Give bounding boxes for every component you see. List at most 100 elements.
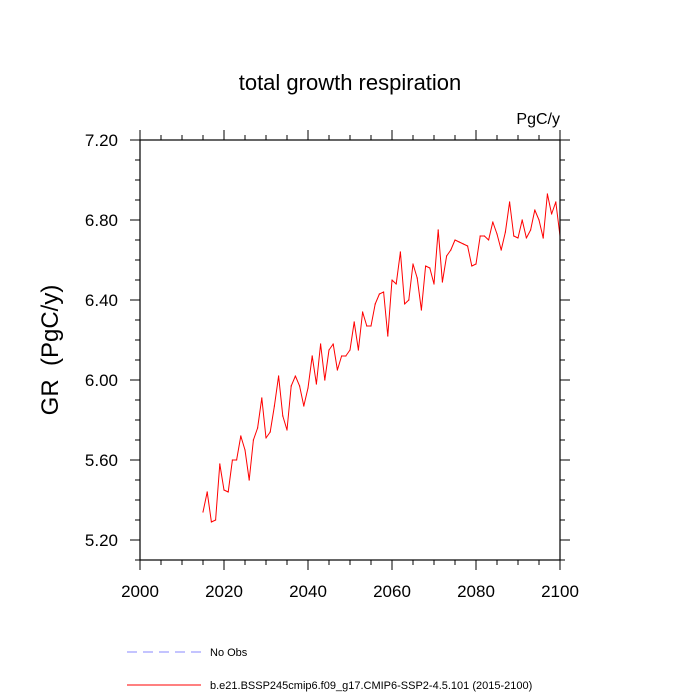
data-point xyxy=(425,265,427,267)
data-point xyxy=(475,263,477,265)
data-point xyxy=(269,431,271,433)
data-point xyxy=(437,229,439,231)
data-point xyxy=(383,291,385,293)
data-point xyxy=(286,429,288,431)
y-tick-label: 7.20 xyxy=(85,131,118,150)
data-point xyxy=(471,265,473,267)
data-point xyxy=(252,439,254,441)
data-point xyxy=(282,415,284,417)
data-point xyxy=(479,235,481,237)
data-point xyxy=(290,385,292,387)
data-point xyxy=(542,237,544,239)
data-point xyxy=(362,311,364,313)
data-point xyxy=(236,459,238,461)
data-point xyxy=(555,201,557,203)
data-point xyxy=(467,245,469,247)
data-point xyxy=(521,219,523,221)
legend-label-series: b.e21.BSSP245cmip6.f09_g17.CMIP6-SSP2-4.… xyxy=(210,680,532,692)
data-point xyxy=(324,379,326,381)
data-point xyxy=(374,303,376,305)
data-point xyxy=(257,427,259,429)
x-tick-label: 2100 xyxy=(541,582,579,601)
data-point xyxy=(513,235,515,237)
data-point xyxy=(458,241,460,243)
data-point xyxy=(538,219,540,221)
data-point xyxy=(311,355,313,357)
data-point xyxy=(248,479,250,481)
data-point xyxy=(504,231,506,233)
x-tick-label: 2080 xyxy=(457,582,495,601)
y-tick-label: 5.60 xyxy=(85,451,118,470)
data-point xyxy=(219,463,221,465)
data-point xyxy=(462,243,464,245)
data-point xyxy=(353,321,355,323)
legend: No Obs b.e21.BSSP245cmip6.f09_g17.CMIP6-… xyxy=(127,647,532,692)
plot-frame xyxy=(139,139,561,561)
data-point xyxy=(278,375,280,377)
data-point xyxy=(231,459,233,461)
data-point xyxy=(488,239,490,241)
data-point xyxy=(240,435,242,437)
data-point xyxy=(345,355,347,357)
data-point xyxy=(349,349,351,351)
data-point xyxy=(391,279,393,281)
data-point xyxy=(450,249,452,251)
chart-title: total growth respiration xyxy=(239,70,462,95)
series-line-0 xyxy=(202,193,561,523)
data-point xyxy=(483,235,485,237)
data-point xyxy=(517,237,519,239)
data-point xyxy=(227,491,229,493)
data-point xyxy=(332,343,334,345)
data-point xyxy=(336,369,338,371)
data-point xyxy=(261,397,263,399)
data-point xyxy=(387,335,389,337)
data-point xyxy=(408,299,410,301)
data-point xyxy=(395,283,397,285)
data-point xyxy=(210,521,212,523)
data-point xyxy=(378,293,380,295)
data-point xyxy=(315,383,317,385)
y-tick-label: 5.20 xyxy=(85,531,118,550)
x-tick-label: 2060 xyxy=(373,582,411,601)
data-point xyxy=(530,229,532,231)
data-point xyxy=(404,303,406,305)
data-point xyxy=(370,325,372,327)
data-point xyxy=(223,489,225,491)
y-tick-label: 6.80 xyxy=(85,211,118,230)
data-point xyxy=(492,221,494,223)
series-layer xyxy=(202,193,561,523)
data-point xyxy=(294,375,296,377)
x-tick-label: 2040 xyxy=(289,582,327,601)
data-point xyxy=(265,437,267,439)
data-point xyxy=(525,237,528,239)
data-point xyxy=(399,251,401,253)
x-tick-label: 2020 xyxy=(205,582,243,601)
data-point xyxy=(546,193,549,195)
data-point xyxy=(441,281,443,283)
data-point xyxy=(273,405,275,407)
legend-label-no-obs: No Obs xyxy=(210,647,248,659)
x-tick-label: 2000 xyxy=(121,582,159,601)
axes: 2000 2020 2040 2060 2080 2100 5.20 5.60 6.00 6.40… xyxy=(85,130,579,601)
data-point xyxy=(303,405,305,407)
data-point xyxy=(366,325,368,327)
y-axis-label: GR (PgC/y) xyxy=(37,285,64,416)
data-point xyxy=(496,233,498,235)
data-point xyxy=(412,263,414,265)
data-point xyxy=(551,213,553,215)
data-point xyxy=(341,355,343,357)
data-point xyxy=(420,309,422,311)
data-point xyxy=(206,491,208,493)
data-point xyxy=(446,255,448,257)
units-label: PgC/y xyxy=(516,111,560,128)
data-point xyxy=(500,249,502,251)
data-point xyxy=(202,511,204,513)
data-point xyxy=(244,449,246,451)
data-point xyxy=(509,201,511,203)
data-point xyxy=(307,387,309,389)
data-point xyxy=(429,267,431,269)
data-point xyxy=(215,519,217,521)
data-point xyxy=(320,343,322,345)
data-point xyxy=(454,239,456,241)
